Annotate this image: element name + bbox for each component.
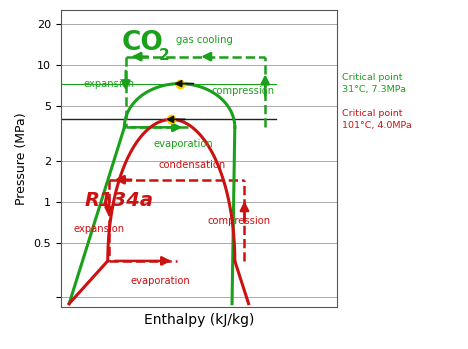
Text: Critical point
31°C, 7.3MPa: Critical point 31°C, 7.3MPa <box>343 73 407 94</box>
Text: evaporation: evaporation <box>154 139 213 149</box>
Text: gas cooling: gas cooling <box>176 35 233 45</box>
Text: condensation: condensation <box>158 159 226 170</box>
Text: evaporation: evaporation <box>131 276 190 287</box>
Text: R134a: R134a <box>84 191 154 209</box>
Text: 2: 2 <box>159 47 169 62</box>
Text: expansion: expansion <box>84 79 135 89</box>
Text: compression: compression <box>207 215 271 225</box>
Text: CO: CO <box>122 30 163 56</box>
Text: compression: compression <box>212 86 275 96</box>
Text: Critical point
101°C, 4.0MPa: Critical point 101°C, 4.0MPa <box>343 109 412 130</box>
X-axis label: Enthalpy (kJ/kg): Enthalpy (kJ/kg) <box>144 313 254 327</box>
Y-axis label: Pressure (MPa): Pressure (MPa) <box>15 112 28 205</box>
Text: expansion: expansion <box>74 224 125 234</box>
